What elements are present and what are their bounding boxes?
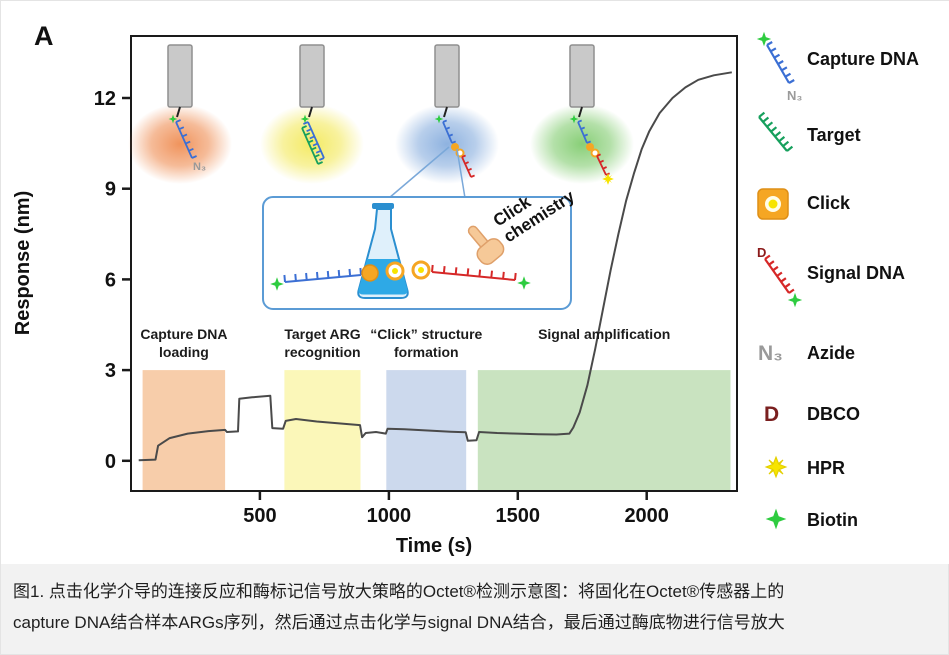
- figure-area: A 500 1000 1500 2000 0 3 6 9 12 Time (s) Respons…: [1, 1, 949, 564]
- sensor-linker: [578, 106, 583, 118]
- blue-glow: [395, 104, 499, 184]
- biotin-star-icon: [787, 292, 803, 308]
- capture-dna-strand-icon: [577, 119, 592, 144]
- callout-line-right: [456, 148, 466, 199]
- legend-label-target: Target: [807, 125, 861, 145]
- sensor-stage-signal-amplification: [530, 44, 634, 185]
- sensor-tip: [434, 44, 460, 108]
- legend: N₃ Capture DNA Target Click D: [756, 31, 919, 530]
- orange-glow: [128, 104, 232, 184]
- capture-dna-strand-icon: [303, 121, 325, 161]
- azide-tag: N₃: [787, 88, 802, 103]
- axes: 500 1000 1500 2000 0 3 6 9 12: [94, 88, 669, 527]
- target-strand-icon: [301, 125, 323, 165]
- figure-caption: 图1. 点击化学介导的连接反应和酶标记信号放大策略的Octet®检测示意图：将固…: [1, 564, 948, 654]
- dbco-icon: D: [764, 403, 779, 426]
- green-glow: [530, 104, 634, 184]
- sensor-linker: [308, 106, 313, 118]
- legend-item-dbco: D DBCO: [764, 403, 860, 426]
- click-dot-icon: [361, 264, 379, 282]
- phase-regions: [142, 370, 731, 491]
- legend-item-target: Target: [758, 111, 861, 152]
- click-ring-icon: [590, 148, 600, 158]
- panel-label: A: [34, 21, 54, 51]
- click-glow-dot: [392, 268, 398, 274]
- sensor-linker: [443, 106, 448, 118]
- stage-labels: Capture DNA loading Target ARG recognition “…: [140, 326, 670, 360]
- click-chemistry-inset: Click chemistry: [262, 146, 578, 310]
- azide-icon: N₃: [758, 342, 783, 365]
- legend-label-biotin: Biotin: [807, 510, 858, 530]
- capture-dna-strand-icon: [283, 267, 362, 283]
- stage-label: Signal amplification: [538, 326, 670, 342]
- sensor-tip: [167, 44, 193, 108]
- y-tick-label: 9: [105, 179, 116, 201]
- legend-label-azide: Azide: [807, 343, 855, 363]
- stage-label: “Click” structure formation: [370, 326, 482, 360]
- legend-label-hpr: HPR: [807, 458, 845, 478]
- legend-item-azide: N₃ Azide: [758, 342, 855, 365]
- signal-dna-strand-icon: [431, 264, 517, 281]
- plot-frame: [130, 35, 738, 492]
- legend-item-click: Click: [757, 188, 851, 220]
- x-tick-label: 1500: [496, 505, 541, 527]
- y-tick-label: 3: [105, 360, 116, 382]
- y-axis-title: Response (nm): [12, 191, 34, 335]
- x-tick-label: 1000: [367, 505, 412, 527]
- x-tick-label: 500: [243, 505, 276, 527]
- figure-panel-a: A 500 1000 1500 2000 0 3 6 9 12 Time (s) Respons…: [12, 21, 919, 557]
- legend-label-capture-dna: Capture DNA: [807, 49, 919, 69]
- sensorgram: [138, 71, 732, 462]
- yellow-glow: [260, 104, 364, 184]
- inset-box: [262, 196, 572, 310]
- sensor-stage-capture-loading: N₃: [128, 44, 232, 184]
- caption-line-1: 图1. 点击化学介导的连接反应和酶标记信号放大策略的Octet®检测示意图：将固…: [13, 582, 785, 601]
- stage-label: Target ARG recognition: [284, 326, 360, 360]
- hand-icon: [467, 225, 505, 265]
- signal-dna-strand-icon: [461, 154, 475, 178]
- x-tick-label: 2000: [624, 505, 669, 527]
- sensor-tip: [299, 44, 325, 108]
- sensor-stage-click-formation: [395, 44, 499, 184]
- y-tick-label: 0: [105, 451, 116, 473]
- click-glow-dot: [768, 199, 778, 209]
- sensor-tip: [569, 44, 595, 108]
- hpr-star-icon: [602, 173, 614, 185]
- sensorgram-curve: [138, 71, 732, 462]
- target-icon: [758, 111, 794, 152]
- legend-item-signal-dna: D Signal DNA: [757, 245, 905, 308]
- legend-label-dbco: DBCO: [807, 404, 860, 424]
- stage-label: Capture DNA loading: [140, 326, 227, 360]
- phase-region: [477, 370, 731, 491]
- sensor-linker: [176, 106, 181, 118]
- signal-dna-strand-icon: [596, 153, 610, 176]
- y-tick-label: 6: [105, 269, 116, 291]
- caption-line-2: capture DNA结合样本ARGs序列，然后通过点击化学与signal DN…: [13, 612, 785, 632]
- azide-tag: N₃: [193, 161, 206, 173]
- click-glow-dot: [418, 267, 424, 273]
- legend-item-hpr: HPR: [765, 456, 845, 478]
- biotin-icon: [765, 508, 787, 530]
- callout-line-left: [388, 146, 450, 199]
- hpr-icon: [765, 456, 787, 478]
- legend-label-signal-dna: Signal DNA: [807, 263, 905, 283]
- capture-dna-strand-icon: [442, 119, 457, 144]
- capture-dna-strand-icon: [175, 119, 197, 159]
- x-axis-title: Time (s): [396, 535, 472, 557]
- legend-item-capture-dna: N₃ Capture DNA: [756, 31, 919, 103]
- flask-cap-icon: [372, 203, 394, 209]
- click-dot-icon: [586, 143, 594, 151]
- capture-dna-icon: [766, 41, 795, 84]
- phase-region: [284, 370, 361, 491]
- dbco-tag: D: [757, 245, 766, 260]
- y-tick-label: 12: [94, 88, 116, 110]
- signal-dna-icon: [764, 254, 795, 294]
- legend-item-biotin: Biotin: [765, 508, 858, 530]
- sensor-stage-target-recognition: [260, 44, 364, 184]
- legend-label-click: Click: [807, 193, 851, 213]
